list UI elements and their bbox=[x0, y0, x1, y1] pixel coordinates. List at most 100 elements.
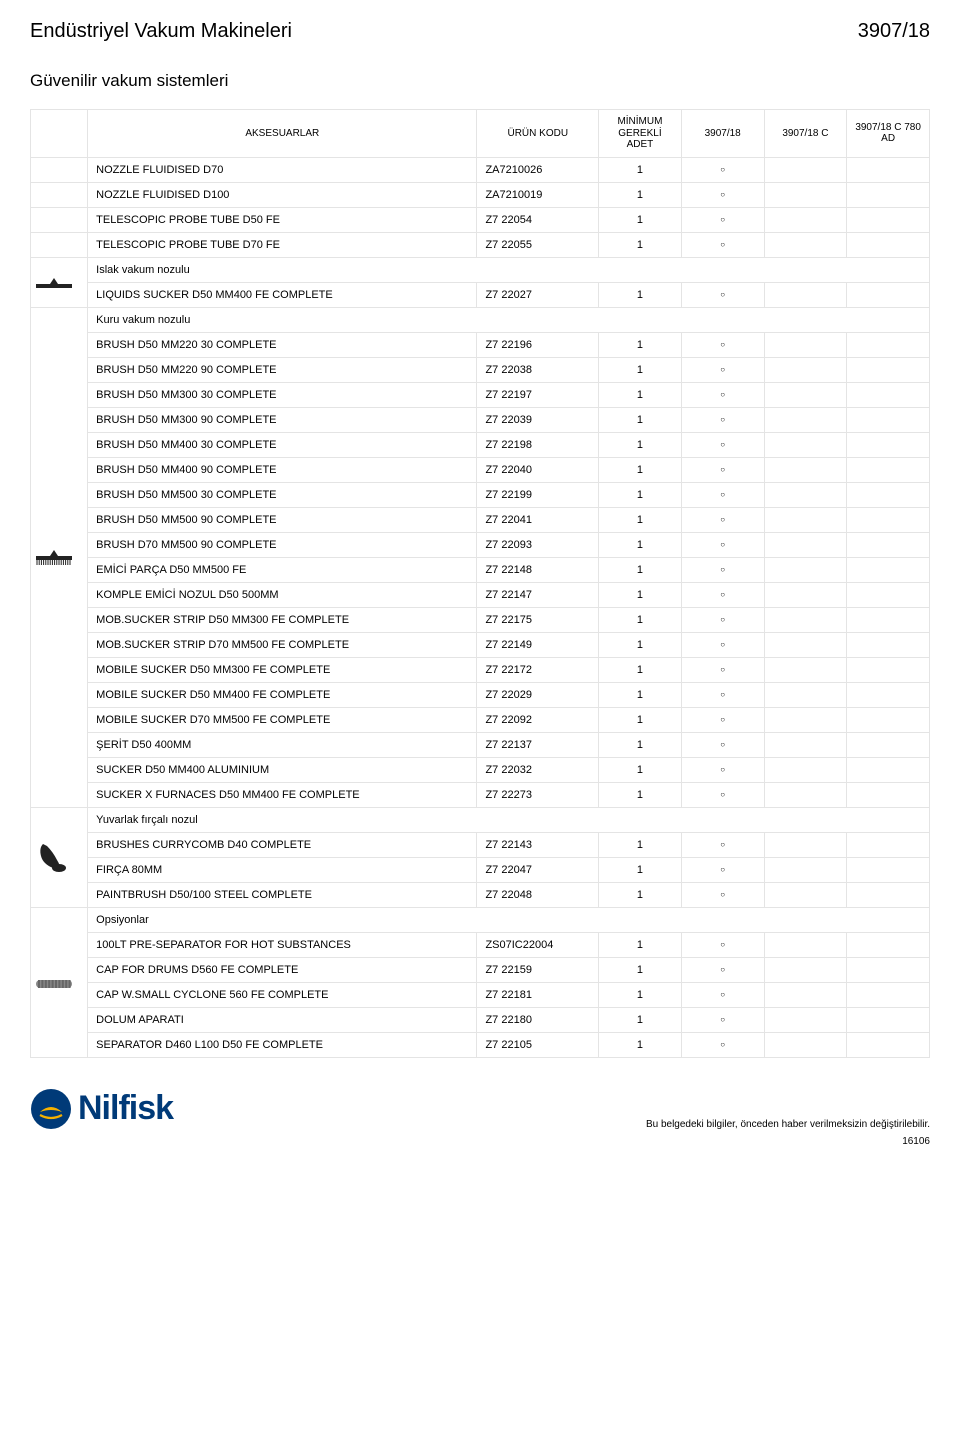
cell-code: Z7 22147 bbox=[477, 582, 599, 607]
cell-mark: ○ bbox=[681, 1007, 764, 1032]
cell-code: Z7 22172 bbox=[477, 657, 599, 682]
cell-name: BRUSH D50 MM500 90 COMPLETE bbox=[88, 507, 477, 532]
table-row: BRUSH D50 MM400 90 COMPLETEZ7 220401○ bbox=[31, 457, 930, 482]
table-row: BRUSH D50 MM220 30 COMPLETEZ7 221961○ bbox=[31, 332, 930, 357]
cell-mark bbox=[847, 1007, 930, 1032]
cell-mark bbox=[764, 357, 847, 382]
cell-code: Z7 22047 bbox=[477, 857, 599, 882]
cell-mark: ○ bbox=[681, 732, 764, 757]
cell-name: BRUSH D50 MM220 30 COMPLETE bbox=[88, 332, 477, 357]
cell-mark: ○ bbox=[681, 782, 764, 807]
cell-mark: ○ bbox=[681, 207, 764, 232]
cell-code: Z7 22149 bbox=[477, 632, 599, 657]
cell-qty: 1 bbox=[599, 182, 682, 207]
cell-mark: ○ bbox=[681, 407, 764, 432]
cell-mark bbox=[764, 457, 847, 482]
cell-mark bbox=[764, 482, 847, 507]
cell-code: Z7 22180 bbox=[477, 1007, 599, 1032]
table-row: SUCKER X FURNACES D50 MM400 FE COMPLETEZ… bbox=[31, 782, 930, 807]
cell-name: SUCKER X FURNACES D50 MM400 FE COMPLETE bbox=[88, 782, 477, 807]
cell-mark bbox=[764, 832, 847, 857]
cell-code: Z7 22196 bbox=[477, 332, 599, 357]
cell-name: DOLUM APARATI bbox=[88, 1007, 477, 1032]
cell-mark bbox=[764, 582, 847, 607]
section-icon bbox=[31, 257, 88, 307]
cell-name: BRUSHES CURRYCOMB D40 COMPLETE bbox=[88, 832, 477, 857]
cell-mark bbox=[847, 657, 930, 682]
cell-mark bbox=[764, 882, 847, 907]
cell-code: Z7 22181 bbox=[477, 982, 599, 1007]
cell-mark: ○ bbox=[681, 382, 764, 407]
cell-mark bbox=[764, 932, 847, 957]
cell-mark bbox=[764, 682, 847, 707]
cell-mark bbox=[764, 982, 847, 1007]
cell-qty: 1 bbox=[599, 607, 682, 632]
table-row: MOBILE SUCKER D50 MM400 FE COMPLETEZ7 22… bbox=[31, 682, 930, 707]
table-row: BRUSH D70 MM500 90 COMPLETEZ7 220931○ bbox=[31, 532, 930, 557]
cell-name: BRUSH D50 MM400 90 COMPLETE bbox=[88, 457, 477, 482]
cell-mark: ○ bbox=[681, 882, 764, 907]
table-row: EMİCİ PARÇA D50 MM500 FEZ7 221481○ bbox=[31, 557, 930, 582]
section-title: Opsiyonlar bbox=[88, 907, 930, 932]
cell-code: Z7 22029 bbox=[477, 682, 599, 707]
table-row: LIQUIDS SUCKER D50 MM400 FE COMPLETEZ7 2… bbox=[31, 282, 930, 307]
cell-qty: 1 bbox=[599, 157, 682, 182]
cell-mark bbox=[764, 707, 847, 732]
disclaimer: Bu belgedeki bilgiler, önceden haber ver… bbox=[646, 1119, 930, 1130]
cell-mark bbox=[847, 432, 930, 457]
cell-mark: ○ bbox=[681, 682, 764, 707]
table-row: ŞERİT D50 400MMZ7 221371○ bbox=[31, 732, 930, 757]
cell-name: BRUSH D50 MM220 90 COMPLETE bbox=[88, 357, 477, 382]
col-m3: 3907/18 C 780 AD bbox=[847, 110, 930, 158]
cell-mark bbox=[847, 757, 930, 782]
cell-name: CAP FOR DRUMS D560 FE COMPLETE bbox=[88, 957, 477, 982]
cell-code: Z7 22273 bbox=[477, 782, 599, 807]
section-icon bbox=[31, 807, 88, 907]
logo: Nilfisk bbox=[30, 1088, 173, 1130]
cell-code: Z7 22137 bbox=[477, 732, 599, 757]
cell-code: Z7 22159 bbox=[477, 957, 599, 982]
cell-qty: 1 bbox=[599, 382, 682, 407]
cell-code: Z7 22038 bbox=[477, 357, 599, 382]
cell-mark bbox=[764, 757, 847, 782]
cell-name: MOBILE SUCKER D70 MM500 FE COMPLETE bbox=[88, 707, 477, 732]
cell-name: LIQUIDS SUCKER D50 MM400 FE COMPLETE bbox=[88, 282, 477, 307]
cell-mark bbox=[764, 507, 847, 532]
accessories-table: AKSESUARLAR ÜRÜN KODU MİNİMUM GEREKLİ AD… bbox=[30, 109, 930, 1058]
cell-mark: ○ bbox=[681, 707, 764, 732]
cell-mark: ○ bbox=[681, 982, 764, 1007]
col-m1: 3907/18 bbox=[681, 110, 764, 158]
cell-mark bbox=[764, 382, 847, 407]
logo-icon bbox=[30, 1088, 72, 1130]
cell-mark: ○ bbox=[681, 557, 764, 582]
table-row: MOBILE SUCKER D50 MM300 FE COMPLETEZ7 22… bbox=[31, 657, 930, 682]
cell-name: KOMPLE EMİCİ NOZUL D50 500MM bbox=[88, 582, 477, 607]
table-row: BRUSH D50 MM220 90 COMPLETEZ7 220381○ bbox=[31, 357, 930, 382]
cell-name: NOZZLE FLUIDISED D100 bbox=[88, 182, 477, 207]
cell-mark bbox=[764, 432, 847, 457]
cell-qty: 1 bbox=[599, 1032, 682, 1057]
cell-mark: ○ bbox=[681, 482, 764, 507]
cell-mark bbox=[847, 382, 930, 407]
cell-qty: 1 bbox=[599, 507, 682, 532]
cell-mark: ○ bbox=[681, 932, 764, 957]
cell-mark: ○ bbox=[681, 657, 764, 682]
table-row: SEPARATOR D460 L100 D50 FE COMPLETEZ7 22… bbox=[31, 1032, 930, 1057]
cell-name: TELESCOPIC PROBE TUBE D70 FE bbox=[88, 232, 477, 257]
cell-mark bbox=[764, 1032, 847, 1057]
cell-name: BRUSH D50 MM300 90 COMPLETE bbox=[88, 407, 477, 432]
section-icon bbox=[31, 307, 88, 807]
header-right: 3907/18 bbox=[858, 20, 930, 43]
cell-code: ZS07IC22004 bbox=[477, 932, 599, 957]
cell-name: BRUSH D70 MM500 90 COMPLETE bbox=[88, 532, 477, 557]
cell-mark: ○ bbox=[681, 632, 764, 657]
cell-mark bbox=[847, 357, 930, 382]
cell-qty: 1 bbox=[599, 957, 682, 982]
table-row: PAINTBRUSH D50/100 STEEL COMPLETEZ7 2204… bbox=[31, 882, 930, 907]
cell-mark: ○ bbox=[681, 432, 764, 457]
cell-mark bbox=[847, 457, 930, 482]
cell-qty: 1 bbox=[599, 857, 682, 882]
cell-mark bbox=[847, 532, 930, 557]
table-row: KOMPLE EMİCİ NOZUL D50 500MMZ7 221471○ bbox=[31, 582, 930, 607]
cell-qty: 1 bbox=[599, 532, 682, 557]
